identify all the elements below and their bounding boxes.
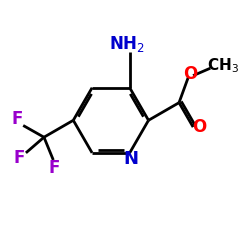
Text: F: F [12,110,23,128]
Text: O: O [184,65,198,83]
Text: O: O [192,118,207,136]
Text: F: F [48,160,60,178]
Text: NH$_2$: NH$_2$ [110,34,145,54]
Text: F: F [14,148,25,166]
Text: CH$_3$: CH$_3$ [207,56,239,75]
Text: N: N [123,150,138,168]
